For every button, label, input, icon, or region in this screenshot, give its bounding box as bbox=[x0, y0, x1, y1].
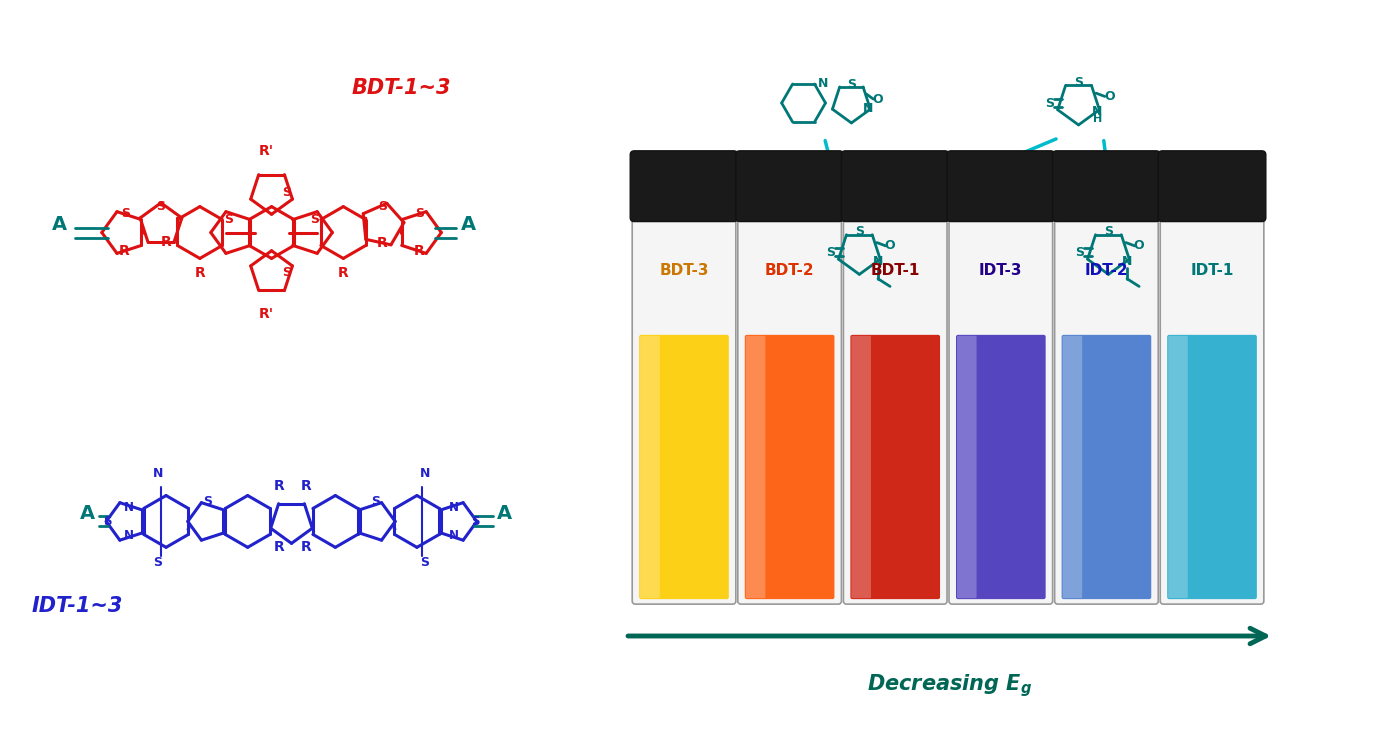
Text: S: S bbox=[827, 246, 835, 259]
Text: IDT-3: IDT-3 bbox=[980, 263, 1022, 278]
Text: S: S bbox=[847, 78, 856, 91]
FancyBboxPatch shape bbox=[852, 336, 871, 598]
Text: S: S bbox=[282, 266, 291, 279]
Text: A: A bbox=[80, 504, 95, 523]
Text: A: A bbox=[52, 215, 68, 234]
Text: N: N bbox=[1122, 255, 1133, 268]
Text: S: S bbox=[1073, 76, 1083, 89]
FancyBboxPatch shape bbox=[1167, 335, 1257, 599]
FancyBboxPatch shape bbox=[1169, 336, 1188, 598]
Text: R: R bbox=[274, 540, 285, 554]
Text: S: S bbox=[203, 495, 212, 508]
FancyBboxPatch shape bbox=[956, 335, 1046, 599]
Text: N: N bbox=[1091, 105, 1102, 118]
Text: S: S bbox=[310, 213, 320, 226]
Text: N: N bbox=[819, 76, 828, 90]
FancyBboxPatch shape bbox=[1160, 209, 1264, 604]
Text: S: S bbox=[157, 200, 165, 213]
Text: R: R bbox=[376, 237, 387, 250]
Text: S: S bbox=[223, 213, 233, 226]
Text: S: S bbox=[1104, 225, 1113, 238]
Text: R: R bbox=[413, 244, 424, 258]
FancyBboxPatch shape bbox=[633, 209, 736, 604]
Text: N: N bbox=[449, 529, 459, 542]
Text: R': R' bbox=[259, 145, 274, 159]
Text: R: R bbox=[161, 235, 171, 249]
Text: S: S bbox=[854, 225, 864, 238]
Text: R: R bbox=[194, 266, 205, 280]
FancyBboxPatch shape bbox=[947, 151, 1054, 222]
Text: S: S bbox=[1075, 246, 1084, 259]
Text: A: A bbox=[462, 215, 477, 234]
FancyBboxPatch shape bbox=[737, 209, 842, 604]
Text: R: R bbox=[300, 540, 311, 554]
Text: S: S bbox=[378, 200, 387, 213]
Text: R': R' bbox=[259, 306, 274, 321]
Text: S: S bbox=[415, 208, 424, 220]
Text: BDT-2: BDT-2 bbox=[765, 263, 814, 278]
FancyBboxPatch shape bbox=[641, 336, 660, 598]
Text: R: R bbox=[338, 266, 349, 280]
FancyBboxPatch shape bbox=[630, 151, 737, 222]
Text: IDT-1: IDT-1 bbox=[1191, 263, 1233, 278]
Text: S: S bbox=[103, 515, 112, 528]
FancyBboxPatch shape bbox=[639, 335, 729, 599]
Text: S: S bbox=[371, 495, 380, 508]
Text: N: N bbox=[872, 255, 883, 268]
Text: O: O bbox=[1104, 90, 1115, 103]
Text: BDT-1: BDT-1 bbox=[871, 263, 921, 278]
FancyBboxPatch shape bbox=[1159, 151, 1266, 222]
Text: A: A bbox=[496, 504, 511, 523]
FancyBboxPatch shape bbox=[1061, 335, 1151, 599]
FancyBboxPatch shape bbox=[843, 209, 947, 604]
Text: O: O bbox=[1134, 240, 1144, 252]
Text: N: N bbox=[449, 501, 459, 514]
Text: S: S bbox=[1046, 96, 1054, 110]
Text: S: S bbox=[282, 186, 291, 199]
FancyBboxPatch shape bbox=[744, 335, 835, 599]
Text: H: H bbox=[1093, 114, 1102, 125]
FancyBboxPatch shape bbox=[850, 335, 940, 599]
FancyBboxPatch shape bbox=[842, 151, 949, 222]
FancyBboxPatch shape bbox=[736, 151, 843, 222]
Text: S: S bbox=[420, 556, 430, 569]
Text: S: S bbox=[153, 556, 163, 569]
Text: IDT-1~3: IDT-1~3 bbox=[32, 596, 123, 616]
Text: N: N bbox=[124, 501, 134, 514]
Text: N: N bbox=[420, 467, 430, 479]
Text: R: R bbox=[119, 244, 130, 258]
Text: R: R bbox=[300, 479, 311, 493]
FancyBboxPatch shape bbox=[1054, 209, 1159, 604]
Text: R: R bbox=[274, 479, 285, 493]
Text: N: N bbox=[153, 467, 163, 479]
Text: N: N bbox=[124, 529, 134, 542]
Text: BDT-3: BDT-3 bbox=[659, 263, 708, 278]
Text: O: O bbox=[885, 240, 896, 252]
Text: IDT-2: IDT-2 bbox=[1084, 263, 1129, 278]
Text: S: S bbox=[121, 208, 130, 220]
Text: BDT-1~3: BDT-1~3 bbox=[351, 78, 451, 98]
FancyBboxPatch shape bbox=[745, 336, 765, 598]
Text: S: S bbox=[471, 515, 480, 528]
FancyBboxPatch shape bbox=[1053, 151, 1160, 222]
FancyBboxPatch shape bbox=[1062, 336, 1082, 598]
Text: O: O bbox=[872, 93, 882, 105]
Text: $\bfit{Decreasing}\ \bfit{E}_{\bfit{g}}$: $\bfit{Decreasing}\ \bfit{E}_{\bfit{g}}$ bbox=[867, 672, 1032, 699]
FancyBboxPatch shape bbox=[949, 209, 1053, 604]
FancyBboxPatch shape bbox=[956, 336, 977, 598]
Text: N: N bbox=[863, 102, 874, 116]
